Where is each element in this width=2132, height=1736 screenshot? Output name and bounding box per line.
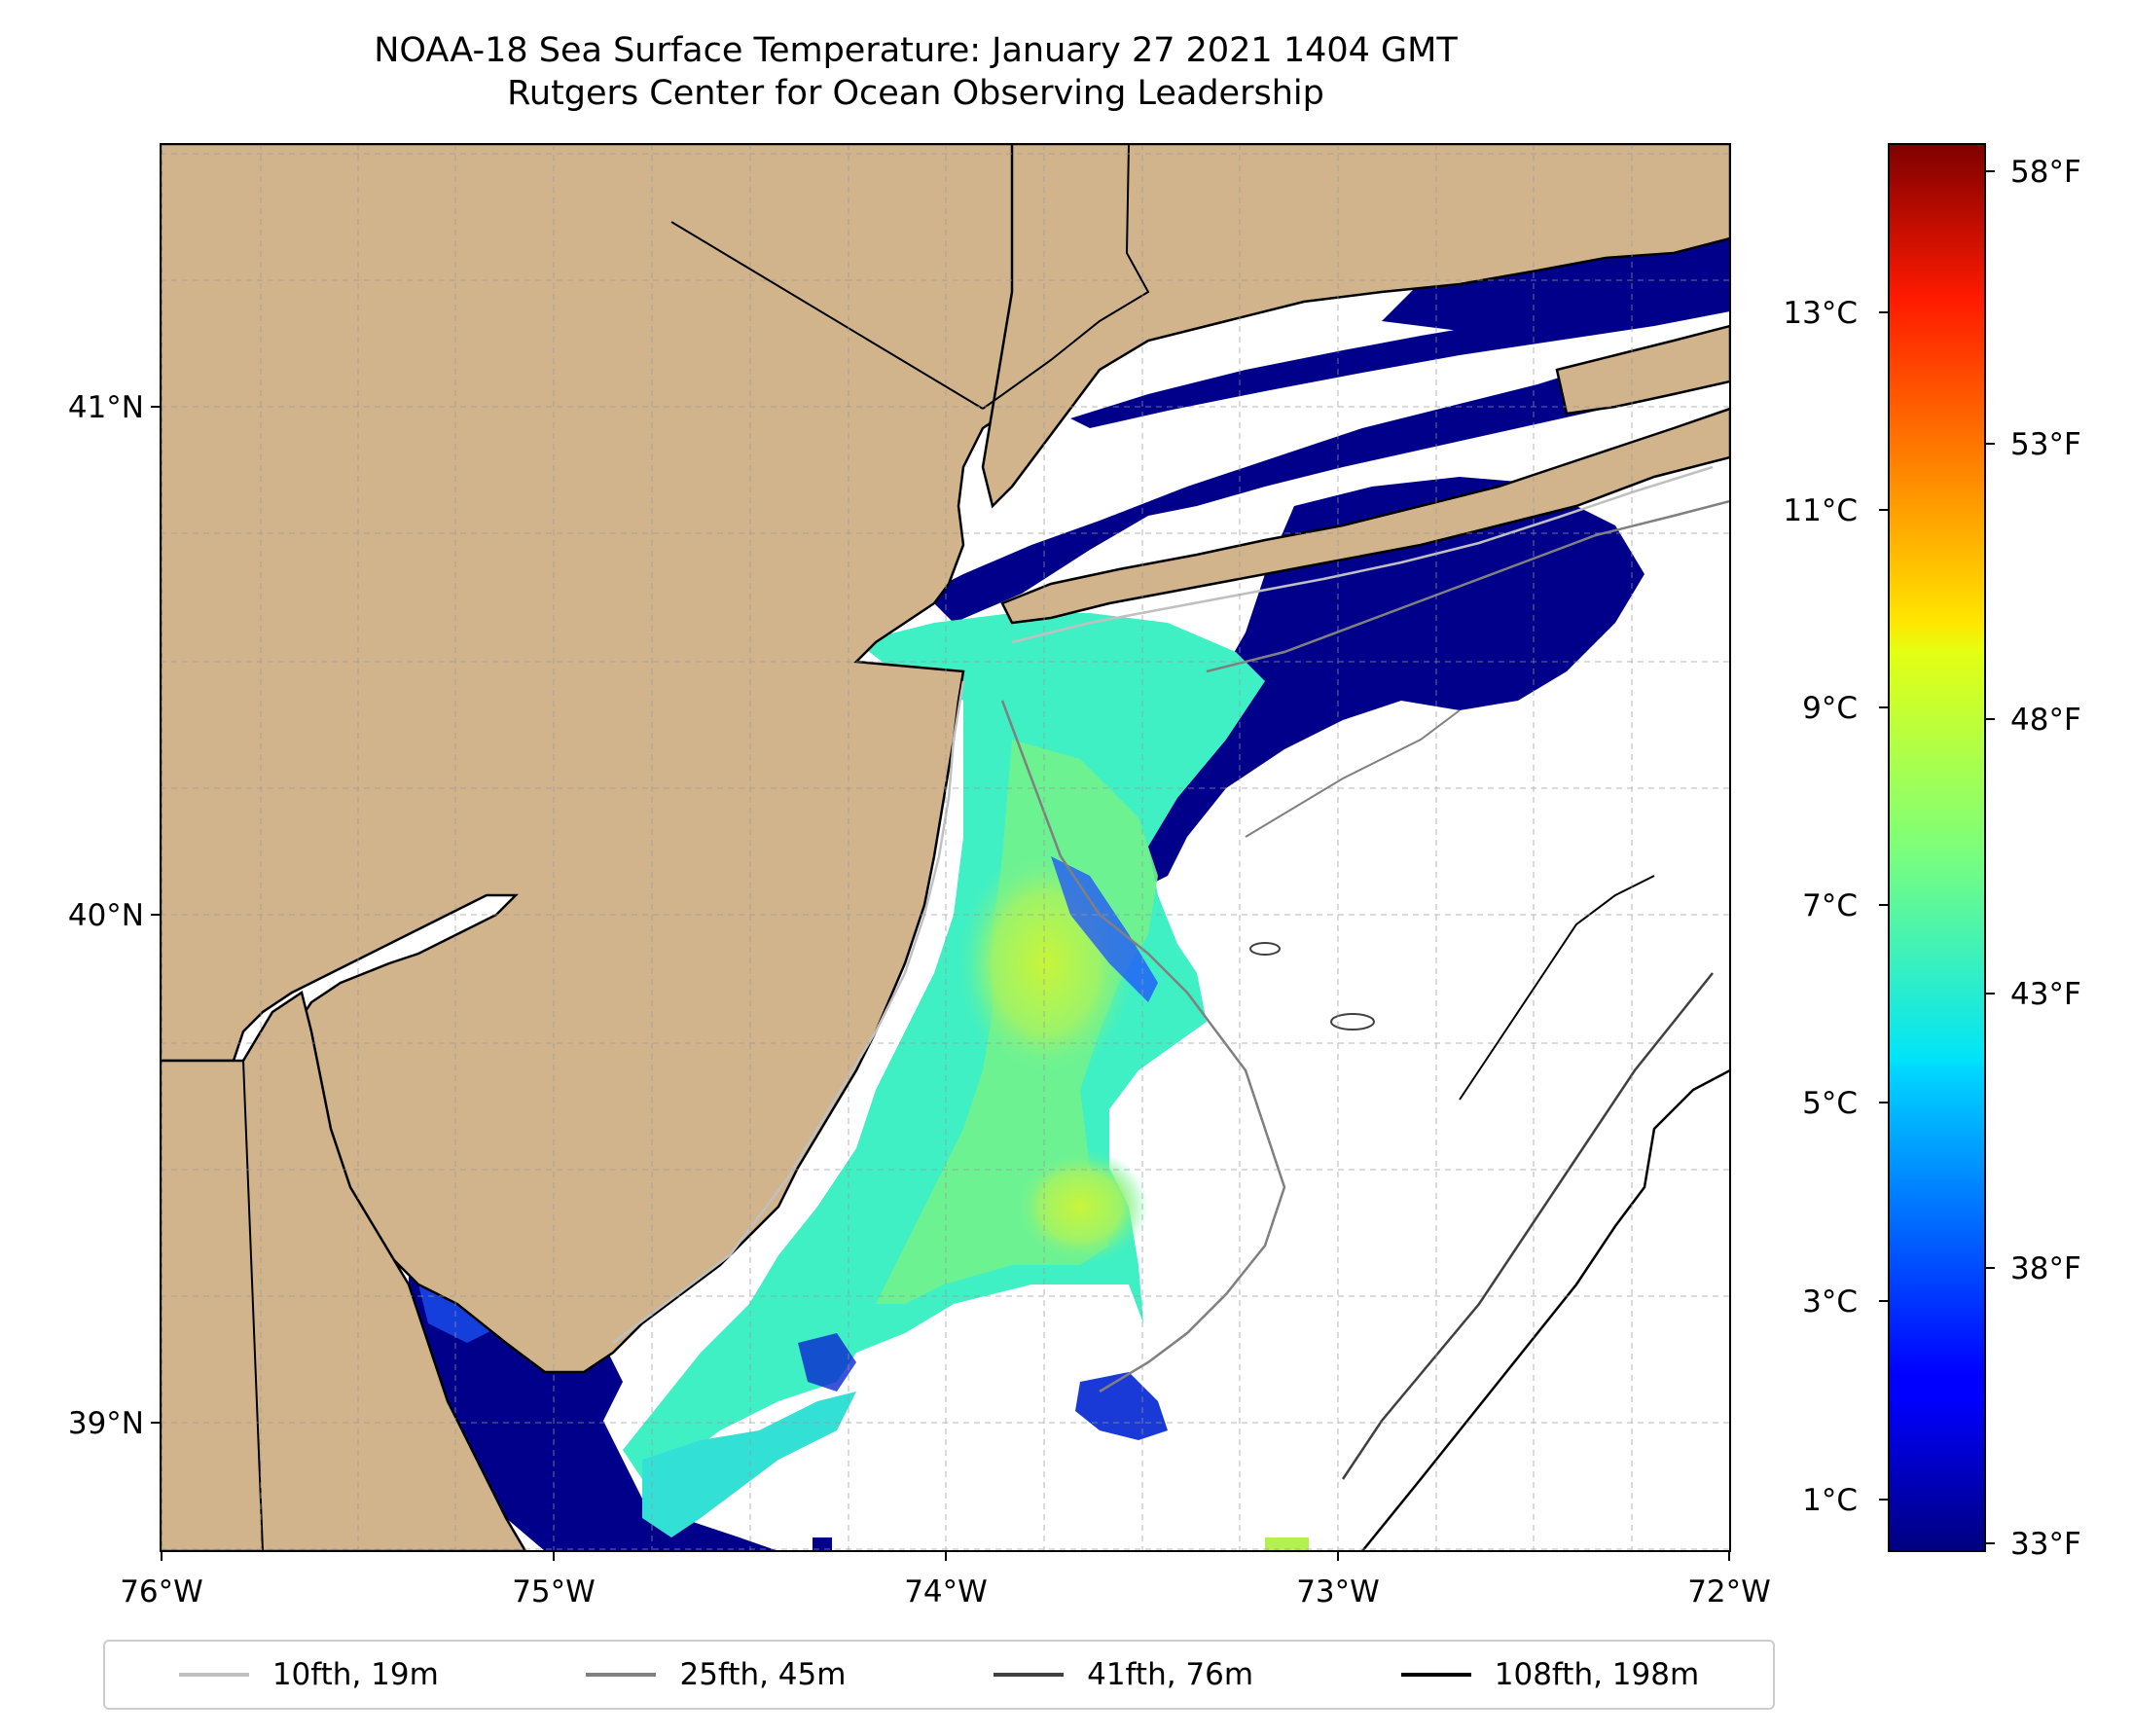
colorbar-ticks	[1879, 170, 1995, 1544]
legend-swatch-dark-gray	[994, 1673, 1065, 1677]
sst-cold-band-sound	[1070, 290, 1730, 428]
chart-title: NOAA-18 Sea Surface Temperature: January…	[374, 31, 1458, 70]
legend-label: 25fth, 45m	[679, 1657, 847, 1692]
contour-41fth-shoal	[1330, 1013, 1375, 1031]
state-border-nj-ny	[670, 221, 984, 410]
lat-tick-39n: 39°N	[68, 1406, 144, 1441]
map-panel	[161, 144, 1730, 1551]
state-border-ny-ct	[982, 144, 1150, 410]
legend-swatch-light-gray	[178, 1673, 249, 1677]
lon-tick-76w: 76°W	[120, 1574, 203, 1609]
contour-108fth	[1361, 1068, 1730, 1551]
colorbar-f-tick-33: 33°F	[2010, 1527, 2081, 1562]
lon-tick-75w: 75°W	[512, 1574, 596, 1609]
contour-legend: 10fth, 19m 25fth, 45m 41fth, 76m 108fth,…	[103, 1640, 1775, 1710]
legend-item-108fth: 108fth, 198m	[1400, 1657, 1700, 1692]
land-long-island-north-fork	[1555, 324, 1730, 416]
lon-tick-72w: 72°W	[1687, 1574, 1771, 1609]
contour-25fth-shelf	[1245, 709, 1461, 838]
lat-tick-40n: 40°N	[68, 898, 144, 933]
colorbar-f-tick-48: 48°F	[2010, 703, 2081, 738]
lat-tick-41n: 41°N	[68, 390, 144, 425]
sst-warm-core	[958, 847, 1134, 1080]
contour-25fth	[1000, 700, 1286, 1393]
land-new-jersey	[161, 144, 1140, 1374]
colorbar-c-tick-1: 1°C	[1802, 1483, 1858, 1518]
lon-tick-74w: 74°W	[904, 1574, 988, 1609]
colorbar	[1888, 143, 1986, 1552]
colorbar-c-tick-3: 3°C	[1802, 1284, 1858, 1320]
sst-cool-eddy-south	[798, 1333, 856, 1392]
land-lower-delmarva	[161, 990, 527, 1551]
sst-south-offshore-patch	[1075, 1372, 1168, 1440]
land-long-island	[1000, 407, 1730, 625]
legend-item-41fth: 41fth, 76m	[994, 1657, 1253, 1692]
legend-swatch-black	[1400, 1673, 1471, 1677]
chart-subtitle: Rutgers Center for Ocean Observing Leade…	[507, 74, 1324, 113]
legend-swatch-gray	[586, 1673, 657, 1677]
contour-41fth-shoal-2	[1249, 942, 1281, 956]
contour-10fth	[612, 680, 965, 1344]
state-border-pa-de	[161, 1060, 264, 1551]
land-connecticut-ny	[981, 144, 1730, 509]
sst-cool-filament	[1051, 856, 1158, 1002]
legend-item-10fth: 10fth, 19m	[178, 1657, 439, 1692]
colorbar-c-tick-11: 11°C	[1783, 493, 1858, 528]
contour-41fth	[1341, 972, 1714, 1480]
sst-cold-offshore	[1061, 477, 1644, 905]
legend-label: 10fth, 19m	[271, 1657, 439, 1692]
map-tick-marks	[151, 406, 1730, 1561]
sst-south-coastal-strip	[642, 1392, 856, 1537]
legend-label: 41fth, 76m	[1087, 1657, 1254, 1692]
sst-small-cold-patch	[813, 1537, 832, 1551]
sst-warm-core-south	[1012, 1148, 1148, 1265]
colorbar-c-tick-7: 7°C	[1802, 888, 1858, 923]
colorbar-f-tick-58: 58°F	[2010, 155, 2081, 190]
legend-item-25fth: 25fth, 45m	[586, 1657, 846, 1692]
contour-25fth-li	[1206, 499, 1730, 673]
colorbar-f-tick-38: 38°F	[2010, 1251, 2081, 1286]
contour-108fth-north	[1459, 875, 1655, 1101]
colorbar-f-tick-43: 43°F	[2010, 977, 2081, 1012]
sst-cold-band-north	[924, 234, 1730, 623]
colorbar-c-tick-9: 9°C	[1802, 691, 1858, 726]
sst-small-warm-patch	[1265, 1537, 1309, 1551]
lon-tick-73w: 73°W	[1296, 1574, 1380, 1609]
legend-label: 108fth, 198m	[1494, 1657, 1700, 1692]
colorbar-c-tick-13: 13°C	[1783, 296, 1858, 331]
colorbar-c-tick-5: 5°C	[1802, 1086, 1858, 1121]
contour-10fth-li	[1011, 465, 1714, 644]
colorbar-f-tick-53: 53°F	[2010, 427, 2081, 462]
